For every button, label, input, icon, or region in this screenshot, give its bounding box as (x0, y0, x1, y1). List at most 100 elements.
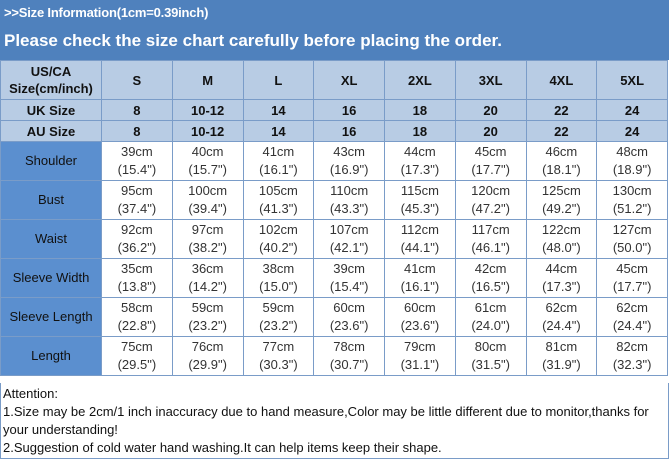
cm-value: 102cm (258, 222, 298, 237)
inch-value: (47.2") (471, 201, 510, 216)
size-value: 20 (454, 120, 527, 142)
measurement-cell: 39cm (15.4") (313, 258, 385, 298)
measurement-cell: 117cm (46.1") (454, 219, 527, 259)
measurement-cell: 92cm (36.2") (101, 219, 173, 259)
size-header: M (171, 60, 244, 100)
corner-cell: US/CA Size(cm/inch) (0, 60, 102, 100)
inch-value: (30.7") (329, 357, 369, 372)
measurement-cell: 42cm (16.5") (454, 258, 527, 298)
attention-note: 2.Suggestion of cold water hand washing.… (3, 440, 442, 455)
measurement-cell: 35cm (13.8") (101, 258, 173, 298)
measurement-cell: 110cm (43.3") (313, 180, 385, 220)
size-value: 8 (101, 99, 173, 121)
size-value: 10-12 (171, 99, 244, 121)
measurement-cell: 122cm (48.0") (525, 219, 598, 259)
header-row: US/CA Size(cm/inch) S M L XL 2XL 3XL 4XL 5XL (0, 60, 668, 100)
measurement-cell: 127cm (50.0") (596, 219, 668, 259)
cm-value: 125cm (541, 183, 581, 198)
inch-value: (44.1") (400, 240, 440, 255)
cm-value: 41cm (262, 144, 295, 159)
inch-value: (17.3") (542, 279, 581, 294)
attention-notes: Attention: 1.Size may be 2cm/1 inch inac… (0, 383, 669, 459)
measurement-cell: 79cm (31.1") (384, 336, 456, 376)
measurement-cell: 60cm (23.6") (313, 297, 385, 337)
measurement-cell: 80cm (31.5") (454, 336, 527, 376)
size-info-title: >>Size Information(1cm=0.39inch) (4, 5, 209, 20)
measurement-cell: 40cm (15.7") (171, 141, 244, 181)
measurement-cell: 61cm (24.0") (454, 297, 527, 337)
size-value: 24 (596, 99, 668, 121)
cm-value: 80cm (474, 339, 507, 354)
cm-value: 41cm (403, 261, 436, 276)
size-header: 5XL (596, 60, 668, 100)
cm-value: 48cm (616, 144, 649, 159)
size-value: 20 (454, 99, 527, 121)
row-label: UK Size (0, 99, 102, 121)
measurement-cell: 45cm (17.7") (596, 258, 668, 298)
measurement-cell: 59cm (23.2") (242, 297, 315, 337)
inch-value: (13.8") (117, 279, 157, 294)
measurement-cell: 44cm (17.3") (384, 141, 456, 181)
cm-value: 100cm (188, 183, 228, 198)
inch-value: (23.6") (329, 318, 369, 333)
measurement-cell: 62cm (24.4") (596, 297, 668, 337)
row-label: Waist (0, 219, 102, 259)
inch-value: (29.9") (188, 357, 227, 372)
size-value: 16 (313, 99, 385, 121)
measurement-cell: 120cm (47.2") (454, 180, 527, 220)
inch-value: (36.2") (117, 240, 157, 255)
inch-value: (23.2") (188, 318, 227, 333)
measurement-cell: 75cm (29.5") (101, 336, 173, 376)
inch-value: (32.3") (612, 357, 652, 372)
measurement-cell: 125cm (49.2") (525, 180, 598, 220)
size-header: 2XL (384, 60, 456, 100)
cm-value: 62cm (545, 300, 578, 315)
cm-value: 43cm (333, 144, 366, 159)
size-value: 14 (242, 99, 315, 121)
measurement-cell: 115cm (45.3") (384, 180, 456, 220)
size-info-subtitle: Please check the size chart carefully be… (4, 31, 502, 50)
measurement-row: Waist 92cm (36.2") 97cm (38.2") 102cm (40.2") 1… (0, 219, 668, 259)
cm-value: 44cm (545, 261, 578, 276)
measurement-cell: 48cm (18.9") (596, 141, 668, 181)
cm-value: 58cm (120, 300, 153, 315)
attention-heading: Attention: (3, 386, 58, 401)
size-header: 3XL (454, 60, 527, 100)
cm-value: 45cm (616, 261, 649, 276)
row-label: Length (0, 336, 102, 376)
cm-value: 39cm (333, 261, 366, 276)
measurement-cell: 41cm (16.1") (242, 141, 315, 181)
measurement-row: Shoulder 39cm (15.4") 40cm (15.7") 41cm (16.1"… (0, 141, 668, 181)
cm-value: 39cm (120, 144, 153, 159)
inch-value: (31.5") (471, 357, 510, 372)
attention-note: 1.Size may be 2cm/1 inch inaccuracy due … (3, 404, 649, 437)
row-label: AU Size (0, 120, 102, 142)
title-band: >>Size Information(1cm=0.39inch) Please … (0, 0, 669, 60)
size-value: 22 (525, 120, 598, 142)
cm-value: 61cm (474, 300, 507, 315)
cm-value: 77cm (262, 339, 295, 354)
size-value: 10-12 (171, 120, 244, 142)
corner-line: Size(cm/inch) (9, 81, 93, 96)
cm-value: 35cm (120, 261, 153, 276)
cm-value: 120cm (471, 183, 511, 198)
size-header: 4XL (525, 60, 598, 100)
inch-value: (17.7") (612, 279, 652, 294)
size-header: XL (313, 60, 385, 100)
inch-value: (18.9") (612, 162, 652, 177)
inch-value: (29.5") (117, 357, 157, 372)
inch-value: (46.1") (471, 240, 510, 255)
inch-value: (23.2") (259, 318, 298, 333)
measurement-cell: 58cm (22.8") (101, 297, 173, 337)
corner-line: US/CA (30, 64, 72, 79)
inch-value: (37.4") (117, 201, 157, 216)
measurement-cell: 77cm (30.3") (242, 336, 315, 376)
measurement-cell: 62cm (24.4") (525, 297, 598, 337)
cm-value: 130cm (612, 183, 652, 198)
cm-value: 62cm (616, 300, 649, 315)
inch-value: (15.7") (188, 162, 227, 177)
measurement-cell: 112cm (44.1") (384, 219, 456, 259)
inch-value: (15.4") (117, 162, 157, 177)
measurement-cell: 78cm (30.7") (313, 336, 385, 376)
